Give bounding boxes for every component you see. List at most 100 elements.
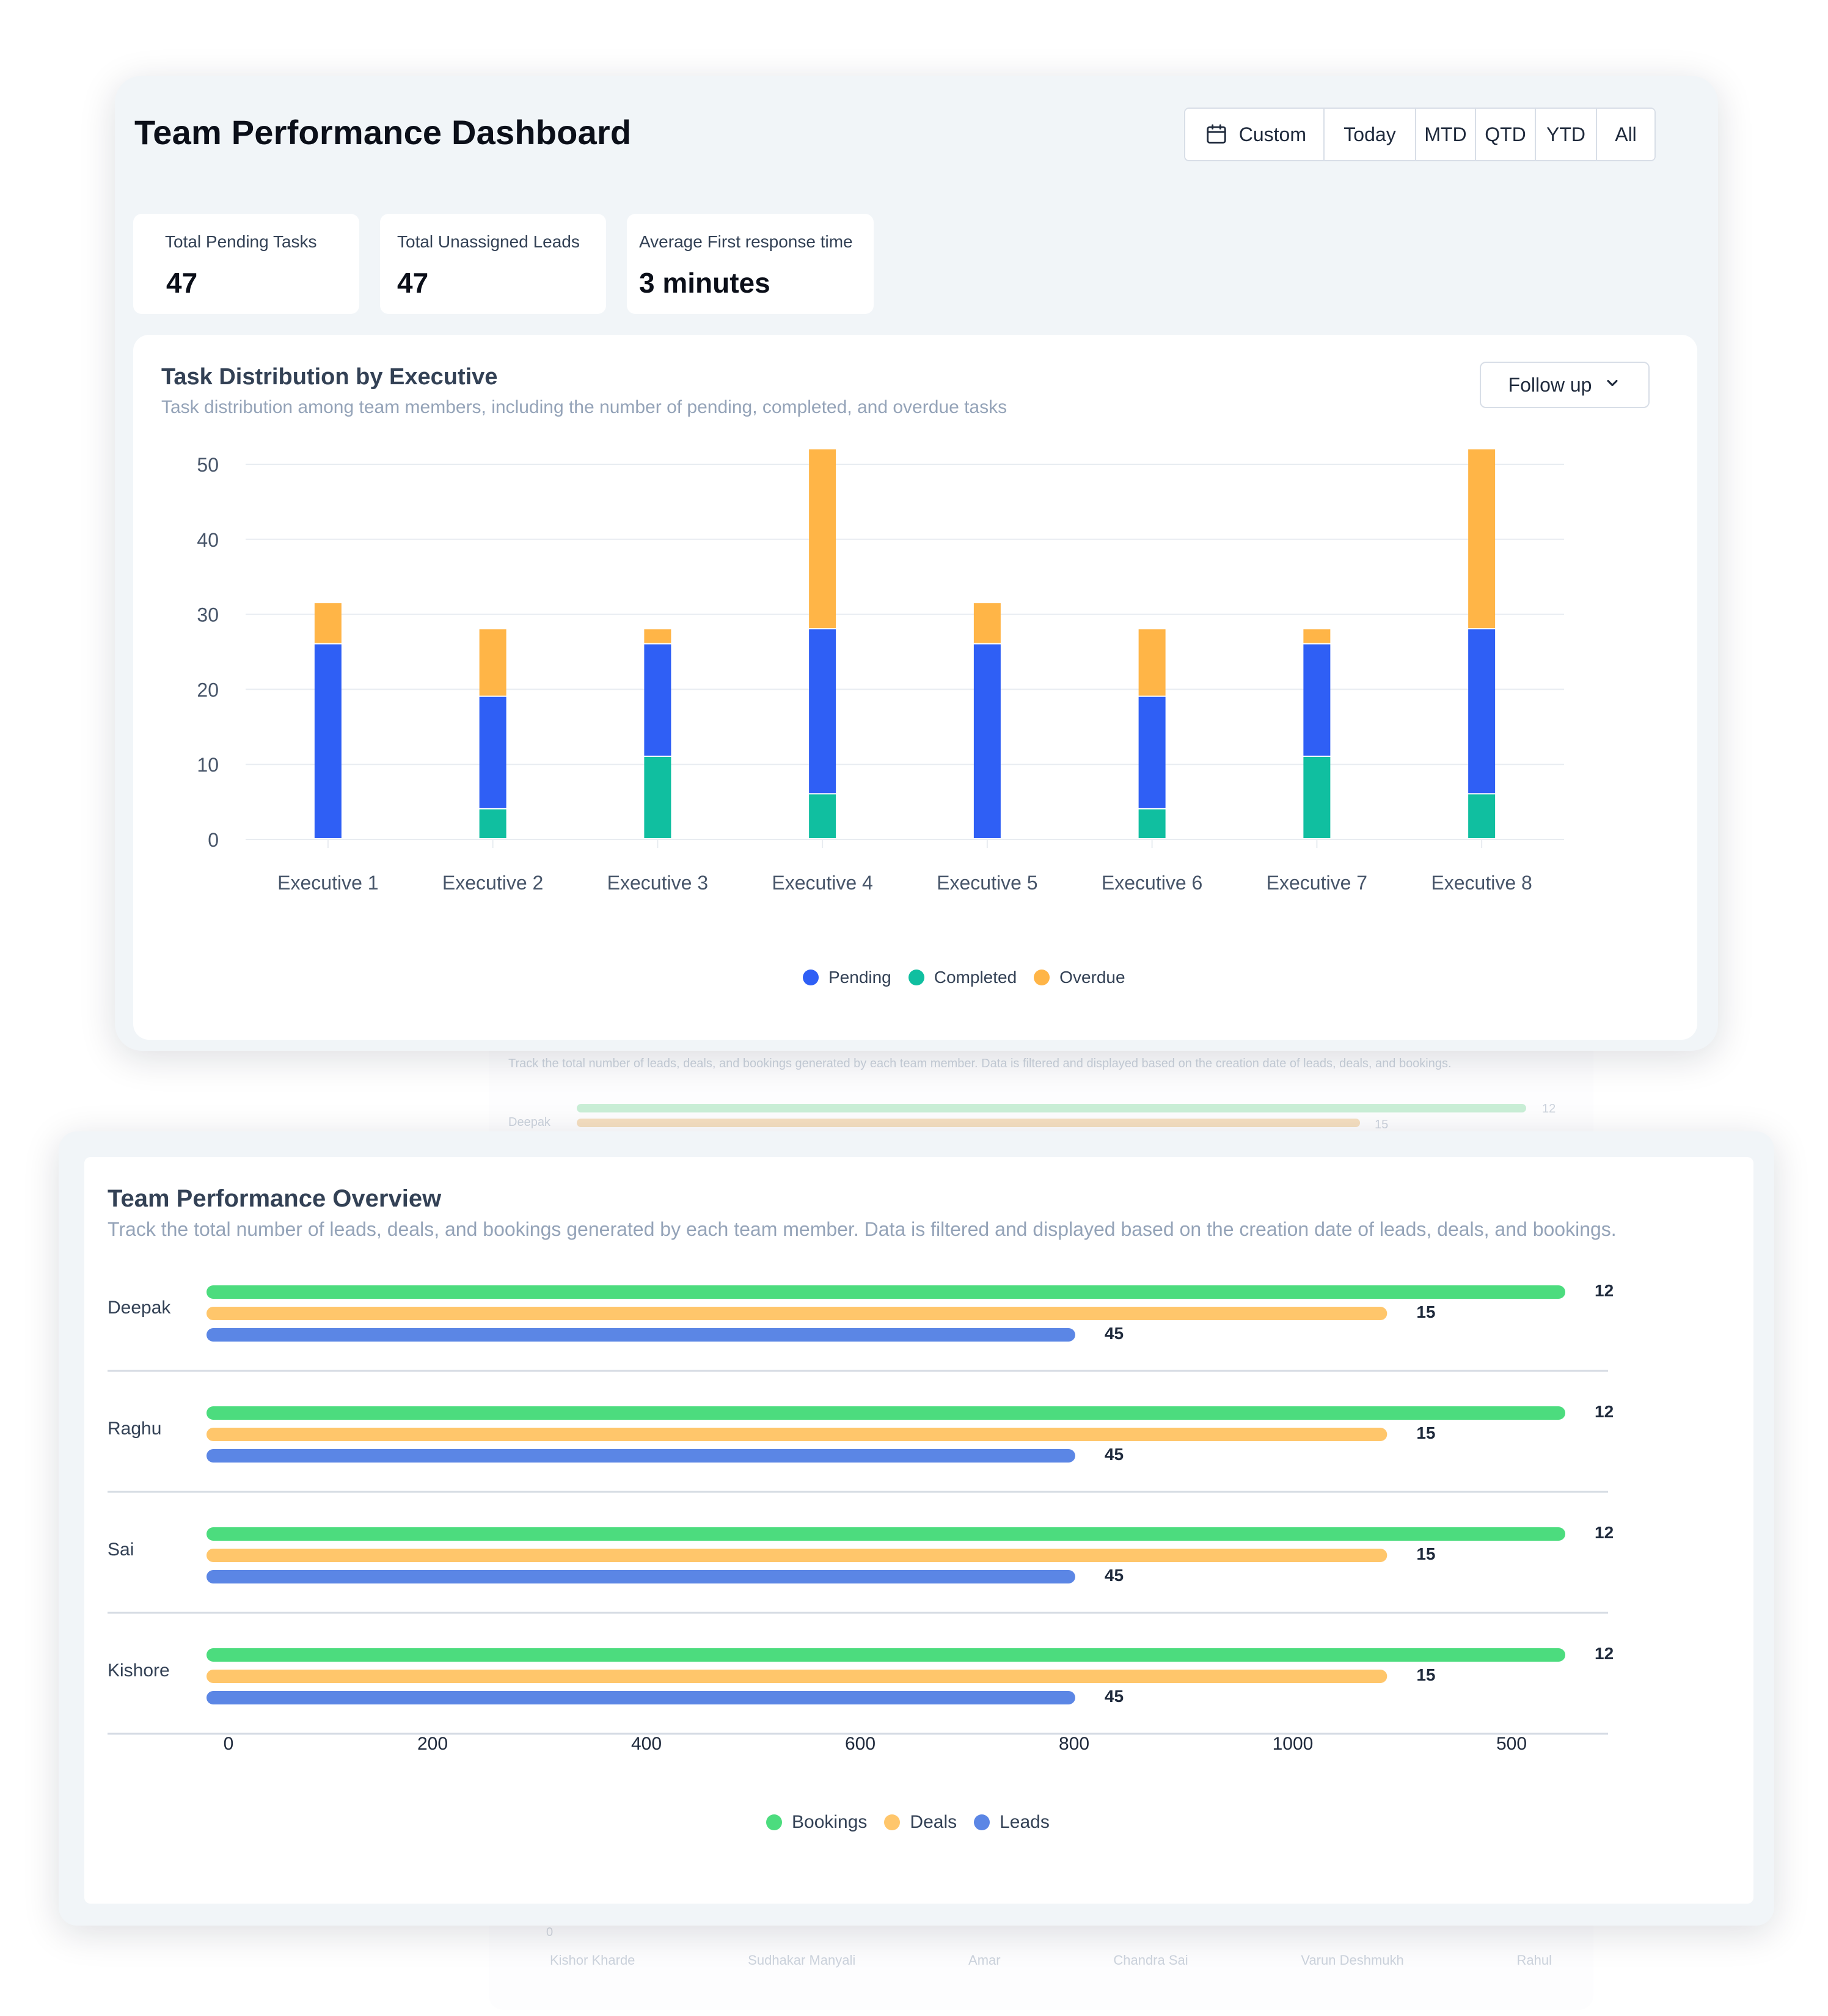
bar-value-label: 15 — [1416, 1302, 1435, 1321]
x-tick-label: Executive 3 — [607, 872, 708, 894]
stat-card-unassigned-leads: Total Unassigned Leads 47 — [380, 214, 606, 314]
page-title: Team Performance Dashboard — [134, 113, 632, 152]
legend-label: Deals — [910, 1812, 957, 1832]
perf-chart-title: Team Performance Overview — [108, 1185, 442, 1212]
bar-leads — [207, 1328, 1075, 1342]
legend-item-completed[interactable]: Completed — [908, 968, 1017, 987]
bar-bookings — [207, 1285, 1565, 1299]
background-zero-tick: 0 — [546, 1926, 554, 1939]
task-chart-title: Task Distribution by Executive — [161, 364, 498, 390]
range-ytd-button[interactable]: YTD — [1535, 109, 1596, 160]
legend-item-bookings[interactable]: Bookings — [766, 1812, 867, 1833]
bar-deals — [207, 1428, 1387, 1441]
bar-pending — [644, 644, 671, 756]
x-tick-label: 500 — [1496, 1734, 1527, 1754]
x-tick-label: Executive 7 — [1267, 872, 1367, 894]
task-type-dropdown[interactable]: Follow up — [1480, 362, 1650, 408]
bar-overdue — [1303, 629, 1331, 643]
bar-deals — [207, 1670, 1387, 1683]
x-tick-label: Executive 2 — [442, 872, 543, 894]
bar-pending — [973, 644, 1001, 838]
bar-leads — [207, 1570, 1075, 1583]
bar-completed — [809, 794, 836, 838]
task-type-dropdown-label: Follow up — [1508, 373, 1592, 396]
perf-chart-legend: Bookings Deals Leads — [766, 1812, 1050, 1833]
dashboard-card: Team Performance Dashboard Custom Today … — [115, 76, 1718, 1051]
background-value: 15 — [1375, 1118, 1389, 1131]
bar-bookings — [207, 1527, 1565, 1541]
stat-card-pending-tasks: Total Pending Tasks 47 — [133, 214, 359, 314]
background-bookings-bar — [577, 1104, 1526, 1112]
bar-overdue — [973, 603, 1001, 643]
bar-completed — [1138, 809, 1166, 838]
bar-pending — [479, 696, 506, 808]
bar-bookings — [207, 1406, 1565, 1420]
bar-value-label: 15 — [1416, 1544, 1435, 1563]
legend-dot — [884, 1814, 901, 1830]
background-deals-bar — [577, 1119, 1360, 1127]
perf-chart-subtitle: Track the total number of leads, deals, … — [108, 1218, 1617, 1240]
task-chart-subtitle: Task distribution among team members, in… — [161, 397, 1007, 417]
bar-value-label: 12 — [1595, 1644, 1614, 1663]
legend-dot — [1034, 970, 1050, 985]
legend-label: Pending — [828, 968, 891, 987]
bar-overdue — [644, 629, 671, 643]
bar-pending — [809, 629, 836, 794]
range-mtd-button[interactable]: MTD — [1415, 109, 1475, 160]
range-today-button[interactable]: Today — [1323, 109, 1415, 160]
bar-pending — [314, 644, 342, 838]
stat-value: 3 minutes — [639, 267, 770, 299]
legend-item-overdue[interactable]: Overdue — [1034, 968, 1125, 987]
bar-value-label: 45 — [1105, 1445, 1124, 1464]
legend-dot — [908, 970, 924, 985]
bar-leads — [207, 1691, 1075, 1704]
stat-card-response-time: Average First response time 3 minutes — [627, 214, 874, 314]
bar-pending — [1468, 629, 1496, 794]
bar-value-label: 12 — [1595, 1281, 1614, 1300]
date-range-selector: Custom Today MTD QTD YTD All — [1183, 108, 1656, 161]
bar-value-label: 45 — [1105, 1324, 1124, 1343]
x-tick-label: Executive 5 — [937, 872, 1037, 894]
bar-overdue — [1138, 629, 1166, 696]
team-performance-chart: Deepak 12 15 45 Raghu 12 15 45 Sai 12 15 45 Kishore 1… — [108, 1281, 1614, 1754]
x-tick-label: Executive 8 — [1431, 872, 1532, 894]
bar-pending — [1303, 644, 1331, 756]
stat-label: Total Unassigned Leads — [397, 232, 580, 251]
y-tick-label: 30 — [197, 604, 219, 626]
legend-item-leads[interactable]: Leads — [974, 1812, 1050, 1833]
bar-value-label: 12 — [1595, 1402, 1614, 1421]
bar-value-label: 15 — [1416, 1423, 1435, 1442]
member-name-label: Raghu — [108, 1419, 161, 1439]
bar-completed — [644, 756, 671, 838]
legend-dot — [766, 1814, 782, 1830]
legend-label: Completed — [934, 968, 1017, 987]
y-tick-label: 10 — [197, 754, 219, 776]
range-qtd-button[interactable]: QTD — [1475, 109, 1535, 160]
background-x-label: Rahul — [1516, 1952, 1552, 1968]
task-chart-legend: Pending Completed Overdue — [803, 968, 1125, 987]
range-custom-button[interactable]: Custom — [1185, 109, 1323, 160]
bar-deals — [207, 1307, 1387, 1320]
task-distribution-chart: 0 10 20 30 40 50 Executive 1 Executive 2 Executi… — [197, 449, 1564, 894]
bar-overdue — [1468, 449, 1496, 629]
background-value: 12 — [1542, 1102, 1556, 1116]
background-x-label: Varun Deshmukh — [1301, 1952, 1404, 1968]
legend-dot — [974, 1814, 990, 1830]
legend-item-deals[interactable]: Deals — [884, 1812, 957, 1833]
background-x-label: Kishor Kharde — [550, 1952, 635, 1968]
x-tick-label: 0 — [224, 1734, 234, 1754]
background-x-label: Amar — [968, 1952, 1001, 1968]
range-all-button[interactable]: All — [1596, 109, 1654, 160]
legend-label: Overdue — [1059, 968, 1125, 987]
chevron-down-icon — [1604, 374, 1621, 396]
legend-item-pending[interactable]: Pending — [803, 968, 891, 987]
legend-dot — [803, 970, 819, 985]
x-tick-label: 800 — [1059, 1734, 1089, 1754]
bar-bookings — [207, 1648, 1565, 1662]
background-card-name: Deepak — [508, 1116, 550, 1129]
y-tick-label: 40 — [197, 529, 219, 551]
bar-completed — [479, 809, 506, 838]
x-tick-label: 600 — [845, 1734, 876, 1754]
bar-value-label: 12 — [1595, 1523, 1614, 1542]
bar-value-label: 15 — [1416, 1665, 1435, 1684]
